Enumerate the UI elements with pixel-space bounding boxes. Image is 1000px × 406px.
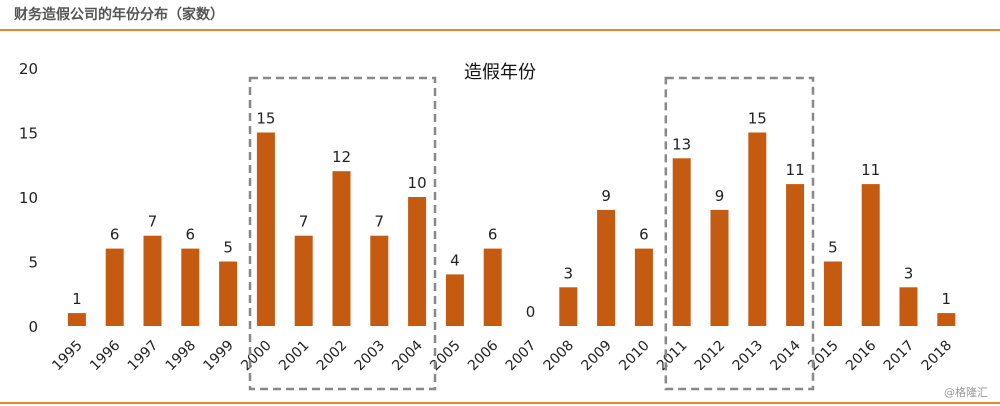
x-tick-label-1996: 1996: [87, 337, 124, 374]
bar-1997: [143, 235, 162, 326]
x-tick-label-2012: 2012: [692, 338, 729, 375]
bar-1996: [105, 248, 124, 326]
bar-2004: [408, 197, 427, 326]
x-tick-label-2010: 2010: [616, 338, 653, 375]
top-rule: [0, 29, 1000, 31]
x-tick-label-2017: 2017: [881, 338, 918, 375]
y-tick-label: 20: [19, 60, 38, 78]
data-label-2004: 10: [408, 174, 427, 192]
data-label-2015: 5: [828, 239, 838, 257]
bar-1998: [181, 248, 200, 326]
x-tick-label-2005: 2005: [427, 338, 464, 375]
bar-2011: [672, 158, 691, 326]
bar-2009: [597, 209, 616, 326]
x-tick-label-2004: 2004: [389, 337, 426, 374]
data-label-2006: 6: [488, 226, 498, 244]
data-label-2013: 15: [748, 110, 767, 128]
bottom-rule: [0, 402, 1000, 404]
data-label-2012: 9: [715, 187, 725, 205]
x-tick-label-1998: 1998: [163, 338, 200, 375]
page-title: 财务造假公司的年份分布（家数）: [14, 7, 224, 23]
data-label-2007: 0: [526, 303, 536, 321]
y-tick-label: 5: [28, 254, 38, 272]
x-tick-label-2016: 2016: [843, 337, 880, 374]
data-label-1999: 5: [223, 239, 233, 257]
x-tick-label-2000: 2000: [238, 338, 275, 375]
data-label-2001: 7: [299, 213, 309, 231]
y-tick-label: 15: [19, 125, 38, 143]
x-tick-label-2013: 2013: [730, 338, 767, 375]
bar-2013: [748, 132, 767, 326]
bar-2017: [899, 287, 918, 326]
data-label-1996: 6: [110, 226, 120, 244]
highlight-box-2: [664, 76, 815, 391]
chart-title: 造假年份: [464, 62, 536, 83]
data-label-2009: 9: [601, 187, 611, 205]
data-label-2018: 1: [942, 290, 952, 308]
x-tick-label-2009: 2009: [578, 338, 615, 375]
bar-2016: [861, 184, 880, 326]
data-label-1997: 7: [148, 213, 158, 231]
bar-2008: [559, 287, 578, 326]
x-tick-label-1995: 1995: [49, 338, 86, 375]
bar-2015: [823, 261, 842, 326]
bar-2003: [370, 235, 389, 326]
bar-2005: [445, 274, 464, 326]
bar-2010: [634, 248, 653, 326]
y-tick-label: 10: [19, 189, 38, 207]
highlight-box-1: [248, 76, 437, 391]
x-tick-label-2015: 2015: [805, 338, 842, 375]
bar-1995: [67, 313, 86, 326]
bar-2012: [710, 209, 729, 326]
data-label-2000: 15: [256, 110, 275, 128]
watermark: @格隆汇: [944, 386, 988, 399]
x-tick-label-2001: 2001: [276, 338, 313, 375]
data-label-2016: 11: [861, 161, 880, 179]
x-tick-label-1997: 1997: [125, 338, 162, 375]
x-tick-label-2002: 2002: [314, 338, 351, 375]
bar-2001: [294, 235, 313, 326]
x-tick-label-2003: 2003: [352, 338, 389, 375]
bar-2000: [256, 132, 275, 326]
x-tick-label-2018: 2018: [919, 338, 956, 375]
x-tick-label-2011: 2011: [654, 338, 691, 375]
data-label-2005: 4: [450, 251, 460, 269]
x-tick-label-2006: 2006: [465, 337, 502, 374]
data-label-2003: 7: [375, 213, 385, 231]
data-label-2002: 12: [332, 148, 351, 166]
data-label-2008: 3: [564, 264, 574, 282]
bar-2002: [332, 171, 351, 326]
bar-1999: [219, 261, 238, 326]
data-label-2011: 13: [672, 135, 691, 153]
data-label-2010: 6: [639, 226, 649, 244]
data-label-2017: 3: [904, 264, 914, 282]
bar-2018: [937, 313, 956, 326]
data-label-2014: 11: [786, 161, 805, 179]
bar-2014: [786, 184, 805, 326]
x-tick-label-2008: 2008: [541, 338, 578, 375]
data-label-1995: 1: [72, 290, 82, 308]
data-label-1998: 6: [186, 226, 196, 244]
bar-2006: [483, 248, 502, 326]
x-tick-label-2007: 2007: [503, 338, 540, 375]
y-tick-label: 0: [28, 318, 38, 336]
x-tick-label-1999: 1999: [200, 338, 237, 375]
x-tick-label-2014: 2014: [767, 337, 804, 374]
